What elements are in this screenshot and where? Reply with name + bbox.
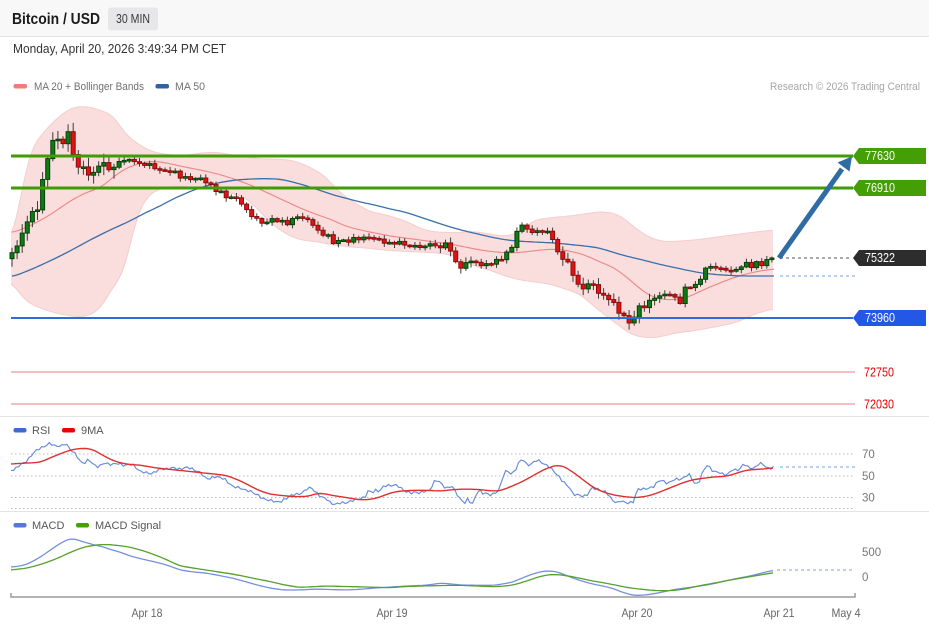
svg-text:30: 30 xyxy=(862,493,875,505)
svg-text:Apr 19: Apr 19 xyxy=(377,606,408,620)
svg-text:73960: 73960 xyxy=(865,311,895,325)
svg-text:77630: 77630 xyxy=(865,149,895,163)
svg-text:MA 20 + Bollinger Bands: MA 20 + Bollinger Bands xyxy=(34,81,144,93)
svg-text:0: 0 xyxy=(862,572,868,584)
svg-text:MACD Signal: MACD Signal xyxy=(95,520,161,532)
svg-text:70: 70 xyxy=(862,449,875,461)
svg-text:Apr 18: Apr 18 xyxy=(132,606,163,620)
svg-text:500: 500 xyxy=(862,547,881,559)
svg-text:75322: 75322 xyxy=(865,251,895,265)
svg-text:72750: 72750 xyxy=(864,366,894,380)
svg-text:MACD: MACD xyxy=(32,520,64,532)
svg-text:MA 50: MA 50 xyxy=(175,81,205,93)
svg-text:Apr 20: Apr 20 xyxy=(622,606,653,620)
svg-text:30 MIN: 30 MIN xyxy=(116,11,150,26)
svg-text:50: 50 xyxy=(862,471,875,483)
svg-text:Bitcoin / USD: Bitcoin / USD xyxy=(12,11,100,28)
svg-text:72030: 72030 xyxy=(864,398,894,412)
svg-text:76910: 76910 xyxy=(865,181,895,195)
svg-text:RSI: RSI xyxy=(32,425,50,437)
svg-text:Research © 2026 Trading Centra: Research © 2026 Trading Central xyxy=(770,81,920,93)
svg-text:Apr 21: Apr 21 xyxy=(764,606,795,620)
svg-text:9MA: 9MA xyxy=(81,425,104,437)
svg-text:Monday, April 20, 2026 3:49:34: Monday, April 20, 2026 3:49:34 PM CET xyxy=(13,41,226,56)
svg-text:May 4: May 4 xyxy=(832,606,861,620)
